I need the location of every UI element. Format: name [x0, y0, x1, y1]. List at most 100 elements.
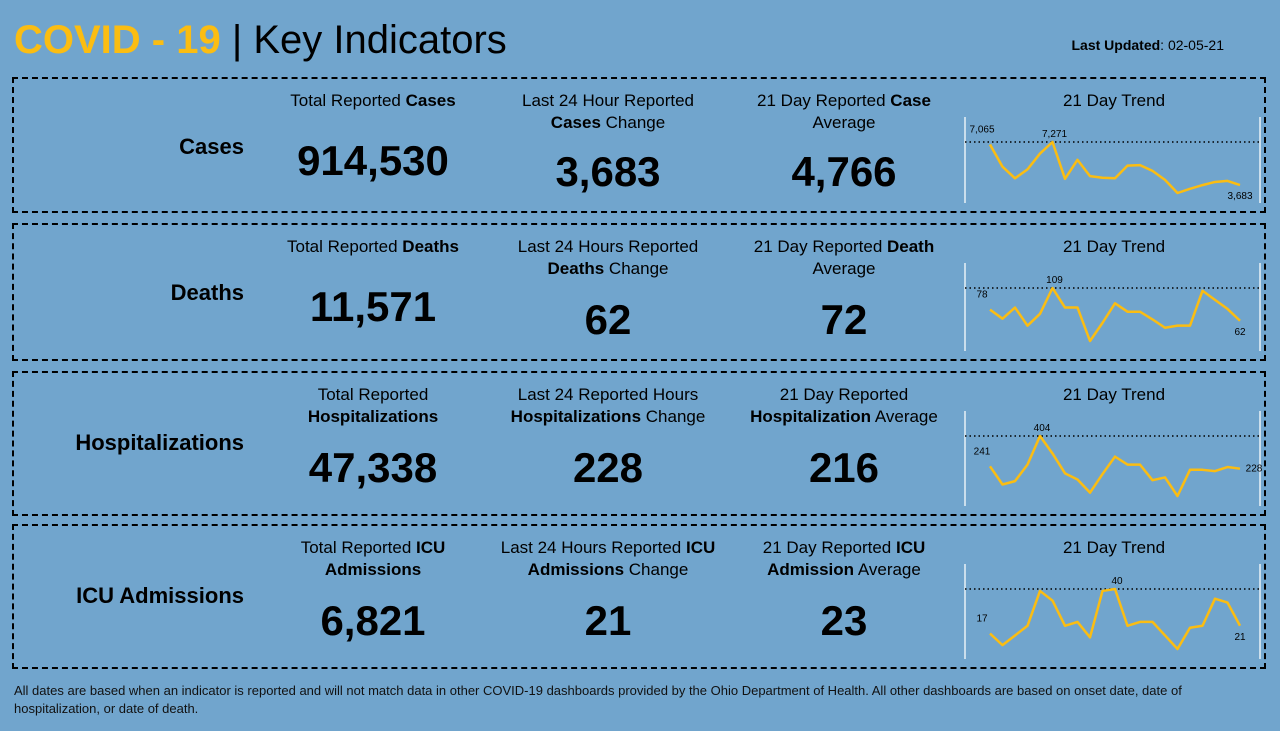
last-value-label: 21 — [1234, 632, 1246, 643]
metric-label-post: Average — [812, 259, 876, 278]
metric-value: 11,571 — [309, 283, 437, 330]
metric-label-bold: ICU Admission — [767, 538, 926, 579]
metric-label-pre: Last 24 Hours Reported — [500, 538, 686, 557]
metric: 21 Day Reported Hospitalization Average 2… — [724, 384, 964, 514]
metric: Last 24 Hour Reported Cases Change 3,683 — [488, 90, 728, 211]
panel-deaths: Deaths Total Reported Deaths 11,571 Last 24… — [12, 223, 1266, 361]
metric-label: Last 24 Hours Reported ICU Admissions Ch… — [498, 537, 718, 581]
trend-chart: 21 Day Trend 78 109 62 — [964, 225, 1264, 359]
panel-label: ICU Admissions — [76, 583, 244, 608]
title-separator: | — [220, 18, 254, 62]
metric: 21 Day Reported ICU Admission Average 23 — [724, 537, 964, 667]
max-value-label: 40 — [1111, 576, 1123, 587]
last-updated-label: Last Updated — [1071, 37, 1161, 53]
trend-line — [989, 587, 1242, 651]
metric-label-bold: Hospitalization — [750, 407, 872, 426]
metric-label-pre: Total Reported — [290, 91, 406, 110]
max-value-label: 404 — [1034, 423, 1051, 434]
metric-value: 21 — [584, 597, 632, 644]
sparkline: 17 40 21 — [964, 564, 1261, 659]
last-value-label: 228 — [1246, 464, 1263, 475]
last-value-label: 62 — [1234, 327, 1246, 338]
last-updated: Last Updated: 02-05-21 — [1071, 37, 1224, 53]
trend-line — [988, 434, 1241, 498]
panel-hospitalizations: Hospitalizations Total Reported Hospitali… — [12, 371, 1266, 516]
first-value-label: 17 — [976, 614, 988, 625]
metric-label-bold: Cases — [550, 113, 601, 132]
metric-label-bold: Cases — [405, 91, 456, 110]
metric-value: 914,530 — [297, 137, 449, 184]
first-value-label: 241 — [974, 446, 991, 457]
metric: Total Reported ICU Admissions 6,821 — [253, 537, 493, 667]
title-highlight: COVID - 19 — [14, 18, 221, 62]
metric-label-post: Change — [600, 113, 666, 132]
max-value-label: 109 — [1046, 275, 1063, 286]
metric-label-pre: 21 Day Reported — [779, 385, 909, 404]
metric-value: 228 — [572, 444, 644, 491]
metric-label-pre: 21 Day Reported — [757, 91, 891, 110]
metric-label: Total Reported Hospitalizations — [273, 384, 473, 428]
panel-label: Deaths — [170, 280, 244, 305]
metric-value: 62 — [584, 296, 632, 343]
metric-label-pre: Total Reported — [317, 385, 429, 404]
metric-label-pre: 21 Day Reported — [753, 237, 887, 256]
trend-chart: 21 Day Trend 241 404 228 — [964, 373, 1264, 514]
trend-title: 21 Day Trend — [1062, 91, 1166, 110]
max-value-label: 7,271 — [1042, 129, 1067, 140]
metric: Total Reported Hospitalizations 47,338 — [253, 384, 493, 514]
metric: Last 24 Reported Hours Hospitalizations … — [488, 384, 728, 514]
metric-value: 4,766 — [791, 148, 897, 195]
metric-label: Last 24 Hours Reported Deaths Change — [503, 236, 713, 280]
metric-label-post: Average — [812, 113, 876, 132]
metric-label-pre: Total Reported — [300, 538, 416, 557]
metric-label-bold: Hospitalizations — [307, 407, 439, 426]
metric-label-post: Average — [854, 560, 921, 579]
last-value-label: 3,683 — [1227, 191, 1252, 202]
metric-value: 47,338 — [308, 444, 438, 491]
metric-label: 21 Day Reported Death Average — [739, 236, 949, 280]
metric-value: 23 — [820, 597, 868, 644]
metric: Total Reported Cases 914,530 — [253, 90, 493, 211]
metric: 21 Day Reported Death Average 72 — [724, 236, 964, 359]
metric-label-pre: Last 24 Reported Hours — [517, 385, 699, 404]
panel-icu-admissions: ICU Admissions Total Reported ICU Admissi… — [12, 524, 1266, 669]
metric-value: 3,683 — [555, 148, 661, 195]
metric-label: 21 Day Reported Hospitalization Average — [734, 384, 954, 428]
last-updated-value: : 02-05-21 — [1160, 37, 1224, 53]
metric-label-bold: ICU Admissions — [527, 538, 716, 579]
metric-label-post: Change — [624, 560, 689, 579]
metric-value: 72 — [820, 296, 868, 343]
trend-chart: 21 Day Trend 7,065 7,271 3,683 — [964, 79, 1264, 211]
metric-label: Last 24 Reported Hours Hospitalizations … — [498, 384, 718, 428]
metric-label: Total Reported ICU Admissions — [288, 537, 458, 581]
metric-label-bold: Case — [890, 91, 931, 110]
sparkline: 78 109 62 — [964, 263, 1261, 351]
panel-label: Hospitalizations — [75, 430, 244, 455]
metric-label-post: Change — [641, 407, 706, 426]
first-value-label: 7,065 — [969, 124, 994, 135]
trend-line — [988, 140, 1241, 195]
metric-label-bold: Hospitalizations — [510, 407, 642, 426]
footer-note: All dates are based when an indicator is… — [14, 683, 1182, 716]
metric: Total Reported Deaths 11,571 — [253, 236, 493, 359]
metric-label-bold: Deaths — [547, 259, 605, 278]
metric-label-bold: Death — [887, 237, 935, 256]
title-rest: Key Indicators — [253, 18, 507, 62]
metric-label-pre: Last 24 Hours Reported — [517, 237, 699, 256]
trend-line — [989, 286, 1241, 343]
panel-label: Cases — [179, 134, 244, 159]
metric: 21 Day Reported Case Average 4,766 — [724, 90, 964, 211]
metric-value: 216 — [808, 444, 880, 491]
trend-title: 21 Day Trend — [1062, 538, 1166, 557]
first-value-label: 78 — [976, 290, 988, 301]
metric-label: 21 Day Reported ICU Admission Average — [749, 537, 939, 581]
panel-cases: Cases Total Reported Cases 914,530 Last 24 … — [12, 77, 1266, 213]
metric-label: Total Reported Deaths — [273, 236, 473, 258]
trend-title: 21 Day Trend — [1062, 385, 1166, 404]
metric-label-pre: 21 Day Reported — [762, 538, 896, 557]
metric: Last 24 Hours Reported ICU Admissions Ch… — [488, 537, 728, 667]
metric-label-post: Average — [871, 407, 938, 426]
trend-title: 21 Day Trend — [1062, 237, 1166, 256]
metric-label: Total Reported Cases — [273, 90, 473, 112]
metric-value: 6,821 — [320, 597, 426, 644]
